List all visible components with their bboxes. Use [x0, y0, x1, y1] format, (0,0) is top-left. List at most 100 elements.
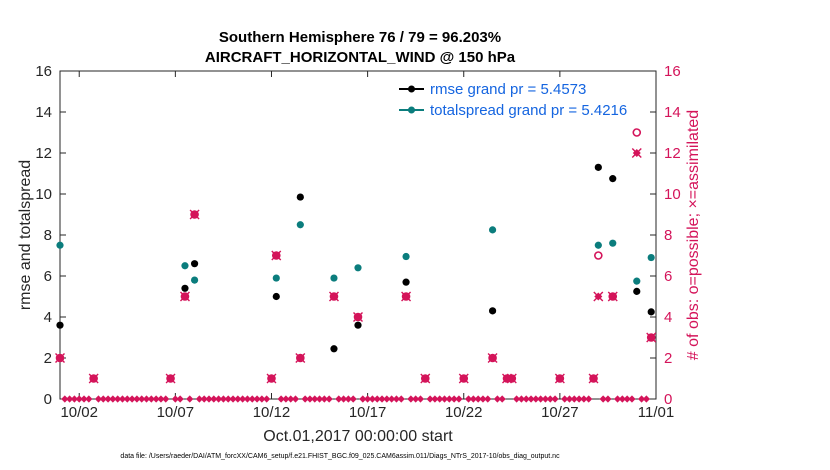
obs-zero-marker — [253, 395, 261, 403]
rmse-point — [190, 260, 199, 268]
obs-zero-marker — [239, 395, 247, 403]
obs-zero-marker — [580, 395, 588, 403]
y-left-tick-label: 8 — [44, 227, 52, 244]
totalspread-point — [56, 241, 64, 249]
obs-zero-marker — [479, 395, 487, 403]
obs-assimilated-marker — [506, 373, 517, 384]
rmse-point — [488, 307, 497, 315]
rmse-point — [633, 287, 641, 295]
obs-zero-marker — [70, 395, 79, 403]
obs-zero-marker — [344, 395, 352, 403]
y-right-tick-label: 8 — [664, 227, 672, 244]
rmse-point — [296, 193, 304, 201]
legend-rmse-marker — [408, 85, 415, 93]
obs-zero-marker — [66, 395, 74, 403]
obs-zero-marker — [527, 395, 535, 403]
obs-zero-marker — [628, 395, 636, 403]
totalspread-point — [647, 253, 655, 262]
obs-assimilated-marker — [55, 353, 65, 363]
obs-zero-marker — [464, 395, 473, 403]
obs-zero-marker — [349, 395, 357, 403]
obs-zero-marker — [157, 395, 165, 403]
obs-possible-marker — [632, 128, 642, 137]
obs-zero-marker — [138, 395, 146, 403]
y-right-tick-label: 16 — [664, 63, 681, 80]
obs-assimilated-marker — [189, 209, 200, 220]
obs-zero-marker — [431, 395, 439, 403]
obs-zero-marker — [585, 395, 593, 403]
rmse-point — [56, 321, 64, 329]
obs-zero-marker — [513, 395, 521, 403]
obs-zero-marker — [162, 395, 170, 403]
obs-zero-marker — [152, 395, 160, 403]
x-tick-label: 10/27 — [541, 404, 579, 421]
y-left-tick-label: 10 — [35, 186, 52, 203]
totalspread-point — [402, 252, 410, 261]
obs-zero-marker — [407, 395, 415, 403]
obs-zero-marker — [171, 395, 179, 403]
chart-title-line1: Southern Hemisphere 76 / 79 = 96.203% — [219, 29, 501, 46]
obs-zero-marker — [455, 395, 463, 403]
obs-zero-marker — [325, 395, 333, 403]
obs-zero-marker — [118, 395, 127, 403]
legend-rmse-label: rmse grand pr = 5.4573 — [430, 81, 586, 98]
y-right-tick-label: 0 — [664, 391, 672, 408]
obs-zero-marker — [282, 395, 290, 403]
x-tick-label: 10/22 — [445, 404, 483, 421]
obs-zero-marker — [277, 395, 285, 403]
legend: rmse grand pr = 5.4573 totalspread grand… — [391, 80, 646, 120]
totalspread-point — [488, 226, 497, 234]
obs-zero-marker — [229, 395, 237, 403]
y-right-tick-label: 4 — [664, 309, 672, 326]
obs-assimilated-marker — [588, 373, 599, 384]
obs-zero-marker — [186, 395, 194, 403]
legend-spread-label: totalspread grand pr = 5.4216 — [430, 102, 627, 119]
y-left-tick-label: 12 — [35, 145, 52, 162]
obs-assimilated-marker — [631, 148, 642, 158]
totalspread-point — [181, 262, 189, 270]
obs-zero-marker — [311, 395, 319, 403]
obs-zero-marker — [484, 395, 492, 403]
obs-zero-marker — [128, 395, 136, 403]
obs-zero-marker — [94, 395, 103, 403]
obs-zero-marker — [575, 395, 583, 403]
obs-zero-marker — [412, 395, 420, 403]
obs-zero-marker — [104, 395, 112, 403]
obs-zero-marker — [176, 395, 184, 403]
y-right-tick-label: 2 — [664, 350, 672, 367]
obs-zero-marker — [315, 395, 324, 403]
obs-zero-marker — [215, 395, 223, 403]
obs-zero-marker — [546, 395, 554, 403]
obs-assimilated-marker — [420, 373, 431, 384]
totalspread-point — [633, 277, 641, 285]
obs-zero-marker — [368, 395, 377, 403]
obs-assimilated-marker — [554, 373, 565, 384]
obs-zero-marker — [570, 395, 578, 403]
rmse-point — [647, 308, 655, 316]
totalspread-point — [354, 264, 362, 272]
legend-box — [391, 80, 646, 120]
y-right-tick-label: 10 — [664, 186, 681, 203]
obs-zero-marker — [623, 395, 631, 403]
obs-zero-marker — [75, 395, 83, 403]
rmse-point — [181, 284, 189, 292]
obs-zero-marker — [445, 395, 453, 403]
obs-zero-marker — [219, 395, 228, 403]
y-right-tick-label: 14 — [664, 104, 681, 121]
obs-zero-marker — [263, 395, 271, 403]
obs-zero-marker — [474, 395, 482, 403]
rmse-point — [609, 175, 617, 183]
obs-zero-marker — [339, 395, 348, 403]
obs-zero-marker — [291, 395, 300, 403]
obs-zero-marker — [224, 395, 232, 403]
obs-zero-marker — [392, 395, 401, 403]
y-left-tick-label: 16 — [35, 63, 52, 80]
y-left-tick-label: 6 — [44, 268, 52, 285]
legend-spread-marker — [408, 106, 415, 114]
obs-zero-marker — [80, 395, 88, 403]
y-right-tick-label: 12 — [664, 145, 681, 162]
obs-assimilated-marker — [646, 332, 657, 343]
obs-zero-marker — [618, 395, 626, 403]
obs-zero-marker — [142, 395, 151, 403]
obs-zero-marker — [450, 395, 458, 403]
